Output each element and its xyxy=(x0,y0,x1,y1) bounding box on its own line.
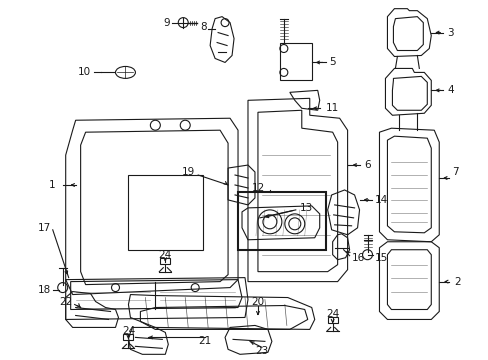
Text: 14: 14 xyxy=(374,195,387,205)
Text: 20: 20 xyxy=(251,297,264,306)
Bar xyxy=(160,258,170,264)
Text: 17: 17 xyxy=(38,223,51,233)
Text: 3: 3 xyxy=(447,28,453,37)
Text: 24: 24 xyxy=(159,250,172,260)
Bar xyxy=(128,175,203,250)
Text: 22: 22 xyxy=(60,297,73,306)
Text: 7: 7 xyxy=(451,167,458,177)
Text: 5: 5 xyxy=(329,58,336,67)
Text: 4: 4 xyxy=(447,85,453,95)
Text: 23: 23 xyxy=(255,346,268,356)
Text: 11: 11 xyxy=(325,103,338,113)
Text: 24: 24 xyxy=(325,310,339,319)
Text: 10: 10 xyxy=(77,67,90,77)
Text: 18: 18 xyxy=(38,284,51,294)
Text: 19: 19 xyxy=(182,167,195,177)
Text: 12: 12 xyxy=(251,183,264,193)
Bar xyxy=(279,42,311,80)
Bar xyxy=(123,334,133,340)
Text: 9: 9 xyxy=(163,18,170,28)
Text: 24: 24 xyxy=(122,327,135,336)
Text: 1: 1 xyxy=(49,180,56,190)
Text: 16: 16 xyxy=(351,253,364,263)
Text: 21: 21 xyxy=(198,336,211,346)
Text: 13: 13 xyxy=(299,203,312,213)
Bar xyxy=(327,318,337,323)
Text: 2: 2 xyxy=(453,276,460,287)
Text: 8: 8 xyxy=(200,22,207,32)
Bar xyxy=(238,192,325,250)
Text: 6: 6 xyxy=(364,160,370,170)
Text: 15: 15 xyxy=(374,253,387,263)
